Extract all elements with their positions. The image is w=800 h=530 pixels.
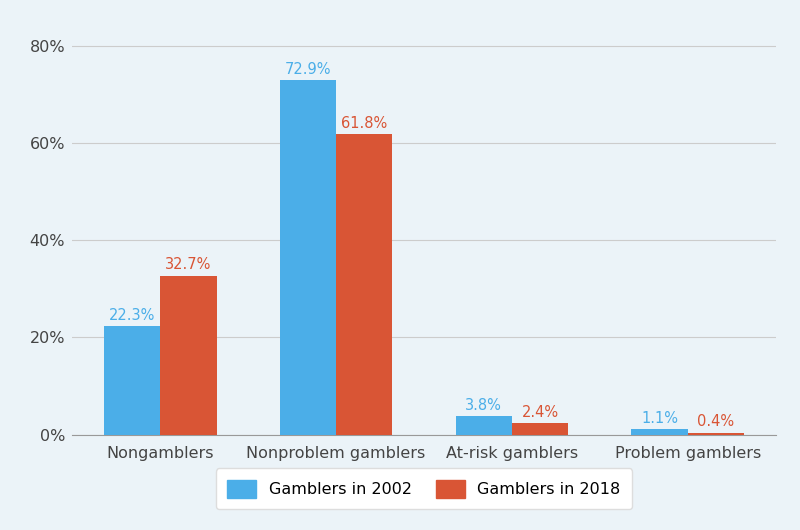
Bar <box>688 432 744 435</box>
Text: 61.8%: 61.8% <box>341 116 387 130</box>
Legend: Gamblers in 2002, Gamblers in 2018: Gamblers in 2002, Gamblers in 2018 <box>216 469 632 509</box>
Bar <box>160 276 217 435</box>
Text: 0.4%: 0.4% <box>698 414 734 429</box>
Text: 2.4%: 2.4% <box>522 404 558 420</box>
Bar <box>104 326 160 435</box>
Text: 22.3%: 22.3% <box>109 308 155 323</box>
Text: 32.7%: 32.7% <box>166 257 211 272</box>
Bar <box>456 416 512 435</box>
Bar <box>280 80 336 435</box>
Bar <box>512 423 568 435</box>
Bar <box>336 134 392 435</box>
Text: 1.1%: 1.1% <box>641 411 678 426</box>
Bar <box>631 429 688 435</box>
Text: 3.8%: 3.8% <box>466 398 502 413</box>
Text: 72.9%: 72.9% <box>285 61 331 77</box>
